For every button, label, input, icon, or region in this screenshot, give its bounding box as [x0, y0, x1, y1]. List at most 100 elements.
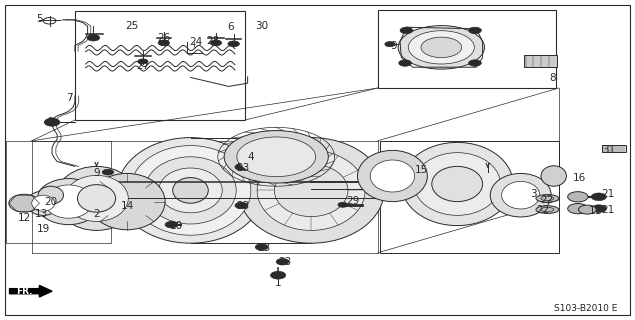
Ellipse shape: [274, 164, 348, 217]
Bar: [602, 145, 626, 152]
FancyArrowPatch shape: [95, 162, 98, 166]
Text: 30: 30: [255, 20, 268, 31]
Text: 7: 7: [67, 92, 73, 103]
Ellipse shape: [502, 181, 540, 209]
Ellipse shape: [36, 179, 102, 225]
Circle shape: [87, 35, 100, 41]
Circle shape: [165, 221, 178, 228]
Text: S103-B2010 E: S103-B2010 E: [554, 304, 617, 313]
Text: 16: 16: [573, 172, 585, 183]
Ellipse shape: [401, 142, 513, 226]
Text: 5: 5: [36, 14, 43, 24]
Text: 27: 27: [137, 60, 149, 71]
Text: 14: 14: [121, 201, 133, 212]
Circle shape: [158, 40, 170, 46]
Circle shape: [138, 59, 148, 64]
Text: 8: 8: [549, 73, 556, 84]
Bar: [524, 55, 557, 67]
Circle shape: [399, 60, 411, 66]
Ellipse shape: [414, 153, 500, 215]
Ellipse shape: [89, 173, 165, 230]
Circle shape: [271, 271, 286, 279]
Circle shape: [591, 205, 606, 212]
Text: 29: 29: [346, 196, 359, 206]
Text: 24: 24: [189, 37, 202, 47]
Circle shape: [228, 41, 239, 47]
Ellipse shape: [27, 191, 60, 215]
Ellipse shape: [55, 166, 138, 230]
Text: 15: 15: [415, 165, 427, 175]
Text: 21: 21: [602, 188, 615, 199]
Ellipse shape: [398, 26, 485, 69]
Ellipse shape: [38, 186, 64, 204]
Circle shape: [210, 40, 222, 46]
Text: 3: 3: [530, 188, 537, 199]
Circle shape: [276, 259, 289, 265]
Bar: [75, 11, 245, 120]
Circle shape: [591, 193, 606, 201]
Circle shape: [385, 42, 395, 47]
Ellipse shape: [65, 175, 128, 221]
Text: 21: 21: [602, 204, 615, 215]
Ellipse shape: [77, 185, 116, 212]
Ellipse shape: [536, 206, 559, 213]
Ellipse shape: [541, 166, 566, 186]
Ellipse shape: [257, 150, 365, 230]
Text: 6: 6: [227, 22, 234, 32]
Ellipse shape: [432, 166, 483, 202]
Ellipse shape: [408, 31, 474, 64]
Bar: [378, 10, 556, 88]
Ellipse shape: [536, 195, 559, 202]
Text: 22: 22: [541, 195, 554, 205]
Ellipse shape: [9, 194, 39, 212]
Ellipse shape: [568, 204, 588, 214]
Text: 23: 23: [236, 201, 249, 212]
Text: 9: 9: [93, 168, 100, 178]
Text: 12: 12: [18, 212, 30, 223]
FancyArrowPatch shape: [486, 164, 490, 167]
Bar: [6, 141, 111, 243]
Circle shape: [255, 244, 268, 250]
Ellipse shape: [578, 205, 596, 214]
Text: FR.: FR.: [16, 287, 32, 296]
Ellipse shape: [358, 150, 427, 202]
Text: 1: 1: [275, 278, 281, 288]
Circle shape: [235, 202, 248, 209]
Text: 23: 23: [257, 243, 270, 253]
Polygon shape: [10, 285, 52, 297]
Text: 23: 23: [236, 163, 249, 173]
Circle shape: [400, 27, 413, 34]
Ellipse shape: [130, 146, 251, 235]
Circle shape: [338, 202, 348, 207]
Circle shape: [469, 60, 481, 66]
Circle shape: [235, 164, 248, 170]
Ellipse shape: [173, 178, 208, 203]
Text: 4: 4: [248, 152, 254, 162]
Circle shape: [469, 27, 481, 34]
Text: 26: 26: [157, 33, 170, 44]
Text: 20: 20: [44, 196, 57, 207]
Text: 10: 10: [170, 220, 183, 231]
Ellipse shape: [159, 168, 222, 213]
Text: 9: 9: [391, 41, 397, 52]
Circle shape: [44, 118, 60, 126]
Ellipse shape: [370, 160, 415, 192]
Ellipse shape: [238, 138, 384, 243]
Text: 11: 11: [589, 206, 602, 216]
Text: 22: 22: [537, 204, 549, 215]
Text: 28: 28: [206, 36, 219, 46]
Text: 6: 6: [46, 116, 53, 127]
Ellipse shape: [237, 137, 316, 177]
Ellipse shape: [117, 138, 264, 243]
Circle shape: [102, 169, 114, 175]
Text: 23: 23: [278, 257, 291, 268]
Text: 25: 25: [126, 20, 138, 31]
Text: 19: 19: [37, 224, 50, 234]
Ellipse shape: [145, 157, 236, 224]
Text: 31: 31: [602, 145, 615, 156]
Ellipse shape: [224, 131, 328, 183]
Ellipse shape: [490, 173, 551, 217]
Ellipse shape: [568, 192, 588, 202]
Text: 2: 2: [93, 209, 100, 220]
Ellipse shape: [44, 185, 93, 218]
